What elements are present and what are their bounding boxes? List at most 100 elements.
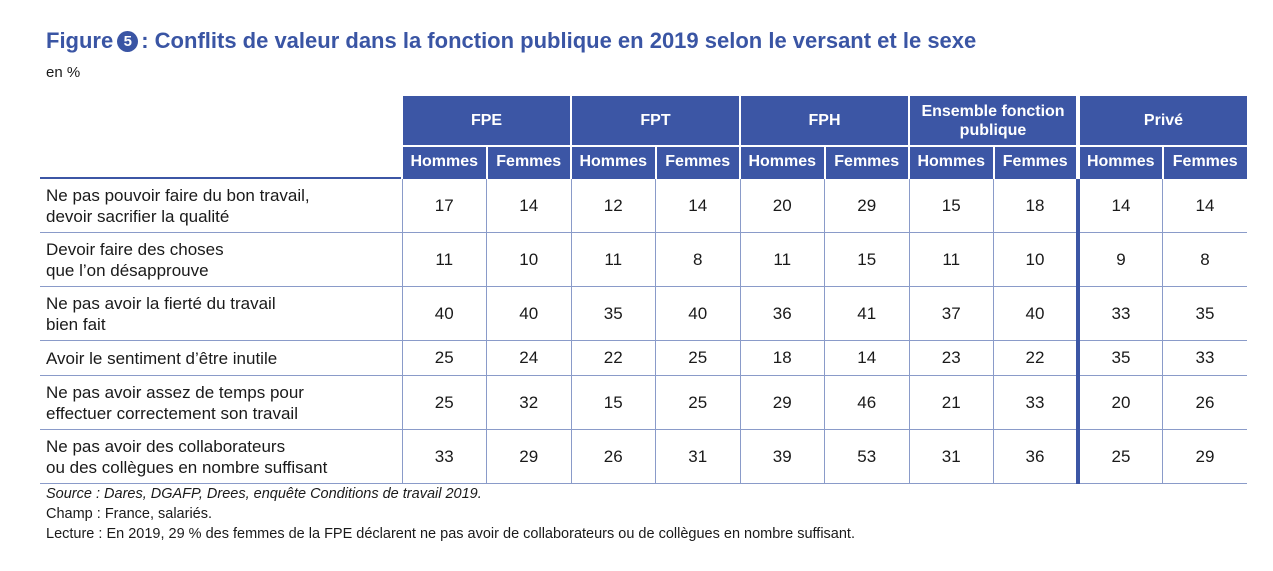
group-header-fpt: FPT: [570, 96, 740, 146]
value-cell: 9: [1076, 232, 1163, 287]
value-cell: 41: [824, 286, 909, 341]
subheader-femmes: Femmes: [1161, 145, 1247, 178]
value-cell: 14: [824, 340, 909, 376]
value-cell: 14: [1076, 177, 1163, 233]
value-cell: 23: [908, 340, 994, 376]
notes: Source : Dares, DGAFP, Drees, enquête Co…: [46, 484, 855, 544]
value-cell: 29: [1162, 429, 1247, 484]
value-cell: 11: [908, 232, 994, 287]
subheader-hommes: Hommes: [1076, 145, 1163, 178]
value-cell: 11: [570, 232, 656, 287]
subheader-femmes: Femmes: [485, 145, 571, 178]
table-row: Ne pas pouvoir faire du bon travail, devo…: [40, 177, 1247, 233]
value-cell: 21: [908, 375, 994, 430]
value-cell: 18: [993, 177, 1078, 233]
value-cell: 31: [908, 429, 994, 484]
row-label-line: Devoir faire des choses: [46, 239, 224, 259]
value-cell: 20: [1076, 375, 1163, 430]
value-cell: 14: [1162, 177, 1247, 233]
table-row: Ne pas avoir des collaborateurs ou des co…: [40, 429, 1247, 484]
value-cell: 29: [486, 429, 571, 484]
row-label: Ne pas avoir des collaborateurs ou des co…: [40, 429, 402, 484]
value-cell: 33: [1162, 340, 1247, 376]
row-label: Devoir faire des choses que l’on désappro…: [40, 232, 402, 287]
champ-note: Champ : France, salariés.: [46, 506, 213, 522]
figure-prefix: Figure: [46, 28, 114, 53]
table-row: Ne pas avoir la fierté du travail bien fa…: [40, 286, 1247, 341]
value-cell: 37: [908, 286, 994, 341]
lecture-note: Lecture : En 2019, 29 % des femmes de la…: [46, 526, 855, 542]
value-cell: 22: [570, 340, 656, 376]
row-label: Ne pas avoir assez de temps pour effectue…: [40, 375, 402, 430]
value-cell: 18: [739, 340, 825, 376]
value-cell: 8: [1162, 232, 1247, 287]
corner-cell: [40, 96, 402, 146]
value-cell: 40: [993, 286, 1078, 341]
group-header-fph: FPH: [739, 96, 909, 146]
corner-cell: [40, 146, 402, 178]
value-cell: 15: [824, 232, 909, 287]
value-cell: 35: [1076, 340, 1163, 376]
subheader-hommes: Hommes: [570, 145, 656, 178]
value-cell: 11: [739, 232, 825, 287]
value-cell: 25: [655, 340, 740, 376]
value-cell: 40: [486, 286, 571, 341]
row-label-line: devoir sacrifier la qualité: [46, 206, 230, 226]
row-label-line: Ne pas avoir des collaborateurs: [46, 436, 286, 456]
table-row: Avoir le sentiment d’être inutile 25 24 22 2…: [40, 340, 1247, 376]
value-cell: 14: [486, 177, 571, 233]
row-label-line: ou des collègues en nombre suffisant: [46, 457, 328, 477]
subheader-hommes: Hommes: [739, 145, 825, 178]
value-cell: 25: [1076, 429, 1163, 484]
value-cell: 14: [655, 177, 740, 233]
row-label: Avoir le sentiment d’être inutile: [40, 340, 402, 376]
value-cell: 22: [993, 340, 1078, 376]
value-cell: 15: [908, 177, 994, 233]
row-label-line: Avoir le sentiment d’être inutile: [46, 348, 278, 368]
table-row: Devoir faire des choses que l’on désappro…: [40, 232, 1247, 287]
value-cell: 26: [570, 429, 656, 484]
value-cell: 25: [401, 340, 487, 376]
value-cell: 17: [401, 177, 487, 233]
value-cell: 10: [993, 232, 1078, 287]
value-cell: 40: [401, 286, 487, 341]
value-cell: 32: [486, 375, 571, 430]
value-cell: 35: [570, 286, 656, 341]
figure-number-badge: 5: [117, 31, 139, 52]
unit-label: en %: [46, 64, 81, 81]
subheader-femmes: Femmes: [654, 145, 740, 178]
value-cell: 33: [1076, 286, 1163, 341]
row-label-line: Ne pas avoir assez de temps pour: [46, 382, 304, 402]
source-note: Source : Dares, DGAFP, Drees, enquête Co…: [46, 486, 482, 502]
group-header-ensemble: Ensemble fonction publique: [908, 96, 1078, 146]
value-cell: 33: [993, 375, 1078, 430]
value-cell: 20: [739, 177, 825, 233]
value-cell: 39: [739, 429, 825, 484]
value-cell: 15: [570, 375, 656, 430]
row-label-line: bien fait: [46, 314, 106, 334]
row-label-line: Ne pas pouvoir faire du bon travail,: [46, 185, 310, 205]
value-cell: 36: [739, 286, 825, 341]
group-header-fpe: FPE: [401, 96, 571, 146]
row-label: Ne pas pouvoir faire du bon travail, devo…: [40, 177, 402, 233]
value-cell: 26: [1162, 375, 1247, 430]
value-cell: 35: [1162, 286, 1247, 341]
group-header-prive: Privé: [1076, 96, 1247, 146]
table-body: Ne pas pouvoir faire du bon travail, devo…: [40, 177, 1247, 484]
subheader-femmes: Femmes: [992, 145, 1078, 178]
conflits-table: FPE FPT FPH Ensemble fonction publique P…: [40, 96, 1247, 484]
value-cell: 33: [401, 429, 487, 484]
subheader-hommes: Hommes: [401, 145, 487, 178]
row-label: Ne pas avoir la fierté du travail bien fa…: [40, 286, 402, 341]
row-label-line: Ne pas avoir la fierté du travail: [46, 293, 276, 313]
value-cell: 25: [655, 375, 740, 430]
value-cell: 12: [570, 177, 656, 233]
value-cell: 40: [655, 286, 740, 341]
value-cell: 31: [655, 429, 740, 484]
value-cell: 36: [993, 429, 1078, 484]
subheader-hommes: Hommes: [908, 145, 994, 178]
value-cell: 24: [486, 340, 571, 376]
row-label-line: que l’on désapprouve: [46, 260, 209, 280]
table-row: Ne pas avoir assez de temps pour effectue…: [40, 375, 1247, 430]
value-cell: 46: [824, 375, 909, 430]
